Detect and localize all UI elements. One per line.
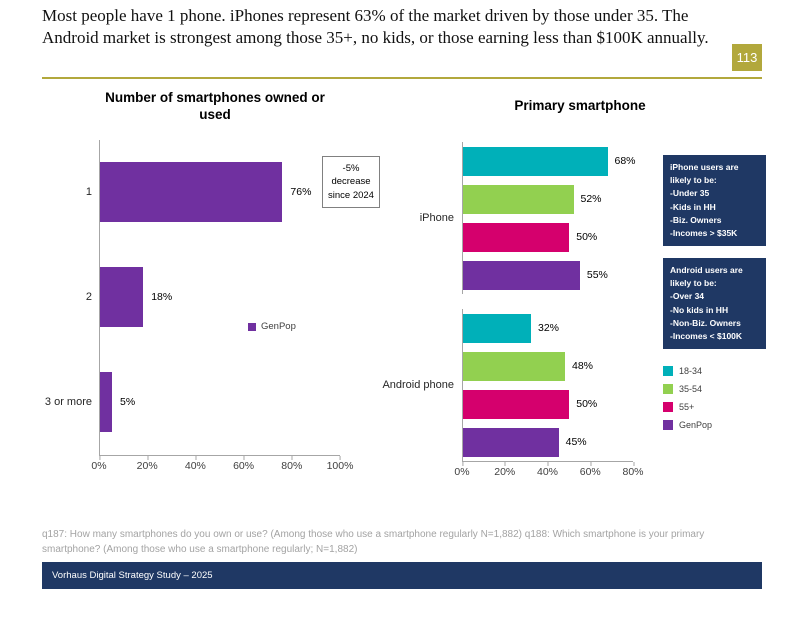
bar-track: 5% <box>99 349 340 455</box>
category-label: 2 <box>85 291 92 304</box>
chart-row: 3 or more 5% <box>42 349 388 455</box>
legend-label: 55+ <box>679 402 695 412</box>
category-label: 1 <box>85 186 92 199</box>
legend-label: GenPop <box>261 321 296 332</box>
bar-row: 52% <box>463 180 633 218</box>
bar <box>463 222 570 252</box>
bar <box>463 389 570 419</box>
value-label: 52% <box>580 193 602 205</box>
legend-label: 35-54 <box>679 384 703 394</box>
page-number-badge: 113 <box>732 44 762 71</box>
header-divider <box>42 77 762 79</box>
category-label: Android phone <box>382 379 454 391</box>
right-chart-x-axis: 0% 20% 40% 60% 80% <box>454 461 644 481</box>
category-label: 3 or more <box>44 396 92 409</box>
legend-label: 18-34 <box>679 366 703 376</box>
legend-item: 18-34 <box>663 366 712 376</box>
bar <box>100 162 283 223</box>
legend-item: GenPop <box>663 420 712 430</box>
callout-item: -Kids in HH <box>670 201 716 212</box>
callout-item: -No kids in HH <box>670 304 729 315</box>
bar <box>100 372 112 433</box>
category-group: Android phone 32% 48% 50% 45% <box>372 309 672 461</box>
bar <box>463 313 531 343</box>
value-label: 18% <box>151 291 173 304</box>
study-label: Vorhaus Digital Strategy Study – 2025 <box>52 570 213 581</box>
bars-container: 32% 48% 50% 45% <box>462 309 633 461</box>
axis-tick: 100% <box>326 455 354 472</box>
legend-swatch <box>663 384 673 394</box>
series-legend: 18-34 35-54 55+ GenPop <box>663 366 712 438</box>
callout-item: -Biz. Owners <box>670 214 722 225</box>
left-chart-plot: 1 76% 2 18% 3 or more 5% <box>42 139 388 455</box>
bar-row: 68% <box>463 142 636 180</box>
legend-item: 35-54 <box>663 384 712 394</box>
android-users-callout: Android users are likely to be: -Over 34 -… <box>663 258 766 350</box>
bars-container: 68% 52% 50% 55% <box>462 142 636 294</box>
axis-tick: 40% <box>536 462 559 478</box>
axis-tick: 60% <box>579 462 601 478</box>
left-chart-x-axis: 0% 20% 40% 60% 80% 100% <box>91 454 353 475</box>
bar-row: 50% <box>463 385 633 423</box>
legend-swatch <box>663 420 673 430</box>
callout-item: -Incomes < $100K <box>670 330 743 341</box>
smartphones-owned-chart: Number of smartphones owned or used 1 76%… <box>42 90 388 490</box>
callout-item: -Under 35 <box>670 188 710 199</box>
bar-track: 18% <box>99 244 340 350</box>
legend-swatch <box>248 322 256 331</box>
value-label: 48% <box>572 360 594 372</box>
axis-tick: 20% <box>494 462 516 478</box>
axis-tick: 20% <box>136 455 158 472</box>
value-label: 32% <box>538 322 560 334</box>
footer-bar: Vorhaus Digital Strategy Study – 2025 <box>42 562 762 589</box>
value-label: 50% <box>576 231 598 243</box>
bar <box>463 427 559 457</box>
axis-tick: 80% <box>281 455 303 472</box>
chart-row: 1 76% <box>42 139 388 245</box>
bar <box>463 351 565 381</box>
primary-smartphone-plot: iPhone 68% 52% 50% 55% Android phone 32% 48% 50%… <box>372 142 672 461</box>
value-label: 50% <box>576 398 598 410</box>
callout-item: -Over 34 <box>670 291 705 302</box>
bar-row: 45% <box>463 423 633 461</box>
value-label: 45% <box>565 436 587 448</box>
axis-tick: 0% <box>454 462 470 478</box>
category-label: iPhone <box>419 212 454 224</box>
chart-row: 2 18% <box>42 244 388 350</box>
bar-row: 48% <box>463 347 633 385</box>
callout-item: -Non-Biz. Owners <box>670 317 741 328</box>
legend-swatch <box>663 366 673 376</box>
bar <box>463 146 608 176</box>
axis-tick: 80% <box>622 462 644 478</box>
right-chart-title: Primary smartphone <box>514 98 646 113</box>
axis-tick: 40% <box>184 455 206 472</box>
value-label: 5% <box>120 396 136 409</box>
bar-row: 55% <box>463 256 633 294</box>
left-chart-title: Number of smartphones owned or used <box>105 90 325 122</box>
iphone-users-callout: iPhone users are likely to be: -Under 35 -… <box>663 155 766 247</box>
callout-title: iPhone users are likely to be: <box>670 162 739 186</box>
source-note: q187: How many smartphones do you own or… <box>42 529 705 555</box>
bar-row: 50% <box>463 218 633 256</box>
bar <box>463 184 574 214</box>
legend-swatch <box>663 402 673 412</box>
axis-tick: 0% <box>91 455 107 472</box>
callout-title: Android users are likely to be: <box>670 265 743 289</box>
legend-label: GenPop <box>679 420 713 430</box>
category-group: iPhone 68% 52% 50% 55% <box>372 142 672 294</box>
axis-tick: 60% <box>233 455 255 472</box>
value-label: 55% <box>586 269 608 281</box>
legend-item: 55+ <box>663 402 712 412</box>
bar-row: 32% <box>463 309 633 347</box>
bar <box>463 260 580 290</box>
callout-item: -Incomes > $35K <box>670 227 738 238</box>
decrease-annotation: -5% decrease since 2024 <box>322 156 380 208</box>
headline-text: Most people have 1 phone. iPhones repres… <box>42 6 709 48</box>
bar-track: 76% <box>99 139 340 245</box>
value-label: 68% <box>614 155 636 167</box>
value-label: 76% <box>290 186 312 199</box>
genpop-legend: GenPop <box>248 321 296 332</box>
bar <box>100 267 144 328</box>
